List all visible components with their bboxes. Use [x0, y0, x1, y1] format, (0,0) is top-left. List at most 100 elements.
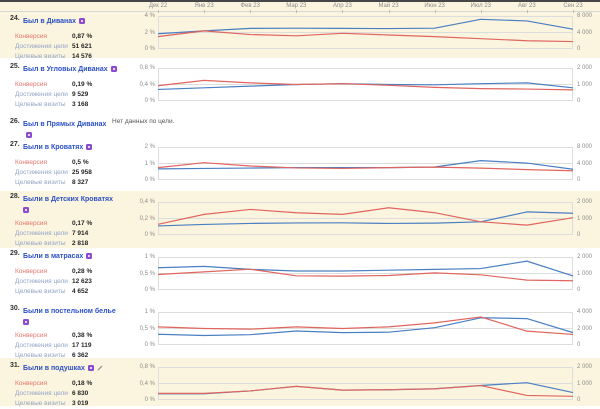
- target-visits-value: 2 818: [72, 240, 89, 247]
- metric-row: Конверсия 0,18 %: [15, 379, 138, 389]
- metric-row: Конверсия 0,5 %: [15, 158, 138, 168]
- goal-name-link[interactable]: Были в постельном белье: [23, 308, 116, 315]
- chart-svg: [158, 257, 573, 290]
- axis-tick-label: 8 000: [577, 144, 593, 150]
- conversion-value: 0,87 %: [72, 33, 93, 40]
- target-visits-value: 3 168: [72, 101, 89, 108]
- metric-label-target-visits[interactable]: Целевые визиты: [15, 240, 66, 247]
- metric-row: Достижения цели 9 529: [15, 90, 138, 100]
- metric-label-goal-reaches[interactable]: Достижения цели: [15, 169, 68, 176]
- axis-tick-label: 0: [577, 177, 581, 183]
- goal-number: 29.: [10, 250, 20, 257]
- month-tick: [158, 10, 159, 13]
- goal-name-link[interactable]: Был в Прямых Диванах: [23, 121, 107, 128]
- chart-svg: [158, 202, 573, 235]
- goal-info: 24. Был в Диванах Конверсия 0,87 % Дости…: [0, 12, 138, 60]
- goal-number: 25.: [10, 63, 20, 70]
- goal-info: 30. Были в постельном белье Конверсия 0,…: [0, 302, 138, 361]
- metric-label-target-visits[interactable]: Целевые визиты: [15, 288, 66, 295]
- axis-tick-label: 4 000: [577, 309, 593, 315]
- conversion-line: [158, 31, 573, 42]
- goal-header: 24. Был в Диванах: [10, 15, 138, 26]
- chart-plot-area: [158, 68, 573, 101]
- goal-reaches-value: 6 830: [72, 390, 89, 397]
- metric-label-goal-reaches[interactable]: Достижения цели: [15, 43, 68, 50]
- goal-name-link[interactable]: Был в Диванах: [23, 18, 77, 25]
- edit-goal-icon[interactable]: [97, 363, 103, 371]
- month-label: Июн 23: [424, 3, 445, 9]
- conversion-value: 0,17 %: [72, 220, 93, 227]
- metric-label-target-visits[interactable]: Целевые визиты: [15, 179, 66, 186]
- goal-reaches-value: 12 623: [72, 278, 92, 285]
- goal-reaches-line: [158, 212, 573, 226]
- metric-label-goal-reaches[interactable]: Достижения цели: [15, 91, 68, 98]
- goal-header: 31. Были в подушках: [10, 362, 138, 373]
- goal-number: 26.: [10, 118, 20, 125]
- goal-number: 31.: [10, 362, 20, 369]
- metric-label-conversion[interactable]: Конверсия: [15, 33, 48, 40]
- axis-tick-label: 0,8 %: [139, 65, 155, 71]
- month-tick: [573, 10, 574, 13]
- goal-header: 30. Были в постельном белье: [10, 305, 138, 325]
- month-tick: [296, 10, 298, 13]
- metric-label-target-visits[interactable]: Целевые визиты: [15, 53, 66, 60]
- goal-name-link[interactable]: Были в подушках: [23, 365, 85, 372]
- goals-report-rows: 24. Был в Диванах Конверсия 0,87 % Дости…: [0, 12, 600, 407]
- month-label: Мар 23: [286, 3, 307, 9]
- metric-label-goal-reaches[interactable]: Достижения цели: [15, 342, 68, 349]
- metric-label-conversion[interactable]: Конверсия: [15, 81, 48, 88]
- goal-title: Были в Детских Кроватях: [23, 193, 138, 213]
- goal-badge-icon: [86, 144, 93, 150]
- left-axis: 0,8 % 0,4 % 0 %: [138, 65, 158, 104]
- no-data-message: Нет данных по цели.: [112, 118, 175, 125]
- goal-number: 30.: [10, 305, 20, 312]
- axis-tick-label: 0 %: [144, 177, 155, 183]
- axis-tick-label: 0 %: [144, 232, 155, 238]
- metric-label-goal-reaches[interactable]: Достижения цели: [15, 230, 68, 237]
- goal-header: 28. Были в Детских Кроватях: [10, 193, 138, 213]
- metric-row: Достижения цели 17 119: [15, 341, 138, 351]
- goal-title: Были в постельном белье: [23, 305, 138, 325]
- metric-label-conversion[interactable]: Конверсия: [15, 159, 48, 166]
- metric-row: Достижения цели 51 621: [15, 42, 138, 52]
- goal-number: 28.: [10, 193, 20, 200]
- goal-row: 29. Были в матрасах Конверсия 0,28 % Дос…: [0, 248, 600, 302]
- window-top-edge: [0, 0, 600, 2]
- goal-name-link[interactable]: Были в Детских Кроватях: [23, 196, 114, 203]
- axis-tick-label: 4 000: [577, 29, 593, 36]
- goal-name-link[interactable]: Был в Угловых Диванах: [23, 66, 108, 73]
- goal-badge-icon: [86, 253, 93, 259]
- metric-label-conversion[interactable]: Конверсия: [15, 268, 48, 275]
- goal-row: 28. Были в Детских Кроватях Конверсия 0,…: [0, 191, 600, 248]
- month-label: Авг 23: [518, 3, 536, 9]
- metric-label-conversion[interactable]: Конверсия: [15, 332, 48, 339]
- goal-metrics: Конверсия 0,38 % Достижения цели 17 119 …: [15, 331, 138, 361]
- metric-label-target-visits[interactable]: Целевые визиты: [15, 352, 66, 359]
- axis-tick-label: 0 %: [144, 287, 155, 293]
- axis-tick-label: 0: [577, 342, 581, 348]
- metric-row: Достижения цели 25 958: [15, 168, 138, 178]
- metric-label-conversion[interactable]: Конверсия: [15, 380, 48, 387]
- right-axis: 2 000 1 000 0: [573, 254, 600, 293]
- conversion-line: [158, 317, 573, 334]
- axis-tick-label: 0 %: [144, 397, 155, 403]
- axis-tick-label: 0,5 %: [139, 270, 155, 277]
- goal-row: 26. Был в Прямых Диванах Нет данных по ц…: [0, 113, 600, 138]
- axis-tick-label: 2 000: [577, 199, 593, 205]
- metric-label-goal-reaches[interactable]: Достижения цели: [15, 278, 68, 285]
- metric-label-target-visits[interactable]: Целевые визиты: [15, 101, 66, 108]
- metric-label-goal-reaches[interactable]: Достижения цели: [15, 390, 68, 397]
- goal-info: 27. Были в Кроватях Конверсия 0,5 % Дост…: [0, 138, 138, 191]
- goal-name-link[interactable]: Были в Кроватях: [23, 144, 84, 151]
- month-label: Дек 22: [148, 3, 168, 9]
- right-axis: 4 000 2 000 0: [573, 309, 600, 348]
- metric-label-target-visits[interactable]: Целевые визиты: [15, 400, 66, 407]
- axis-tick-label: 0 %: [144, 342, 155, 348]
- axis-tick-label: 0 %: [144, 46, 155, 52]
- left-axis: 4 % 2 % 0 %: [138, 13, 158, 52]
- metric-row: Достижения цели 7 914: [15, 229, 138, 239]
- metric-label-conversion[interactable]: Конверсия: [15, 220, 48, 227]
- metric-row: Достижения цели 12 623: [15, 277, 138, 287]
- goal-name-link[interactable]: Были в матрасах: [23, 253, 84, 260]
- goal-reaches-value: 51 621: [72, 43, 92, 50]
